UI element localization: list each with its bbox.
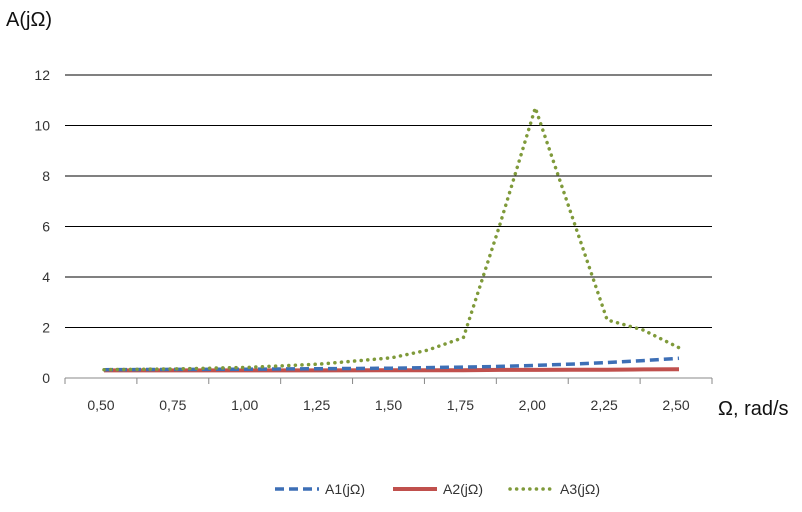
x-tick-label: 1,75 <box>447 397 474 413</box>
legend-label: A2(jΩ) <box>443 481 483 497</box>
series-line-A1(jΩ) <box>103 356 680 372</box>
series-line-A3(jΩ) <box>102 106 681 372</box>
x-tick-label: 1,25 <box>303 397 330 413</box>
x-tick-label: 1,50 <box>375 397 402 413</box>
x-tick-label: 2,00 <box>519 397 546 413</box>
x-tick-label: 0,50 <box>87 397 114 413</box>
y-tick-label: 6 <box>42 219 50 235</box>
gridlines <box>65 74 712 328</box>
y-axis-tick-labels: 0 2 4 6 8 10 12 <box>34 67 50 386</box>
y-axis-title: A(jΩ) <box>6 9 52 31</box>
legend-label: A3(jΩ) <box>560 481 600 497</box>
y-tick-label: 10 <box>34 118 50 134</box>
legend: A1(jΩ) A2(jΩ) A3(jΩ) <box>275 481 600 497</box>
x-tick-label: 1,00 <box>231 397 258 413</box>
x-axis-title: Ω, rad/s <box>718 398 789 420</box>
x-axis-tick-labels: 0,50 0,75 1,00 1,25 1,50 1,75 2,00 2,25 2,50 <box>87 397 690 413</box>
x-tick-label: 2,50 <box>662 397 689 413</box>
y-tick-label: 2 <box>42 320 50 336</box>
x-axis <box>64 377 713 384</box>
y-tick-label: 0 <box>42 370 50 386</box>
x-tick-label: 0,75 <box>159 397 186 413</box>
series-lines <box>102 106 681 373</box>
y-tick-label: 12 <box>34 67 50 83</box>
y-tick-label: 8 <box>42 168 50 184</box>
y-tick-label: 4 <box>42 269 50 285</box>
legend-label: A1(jΩ) <box>325 481 365 497</box>
x-tick-label: 2,25 <box>591 397 618 413</box>
